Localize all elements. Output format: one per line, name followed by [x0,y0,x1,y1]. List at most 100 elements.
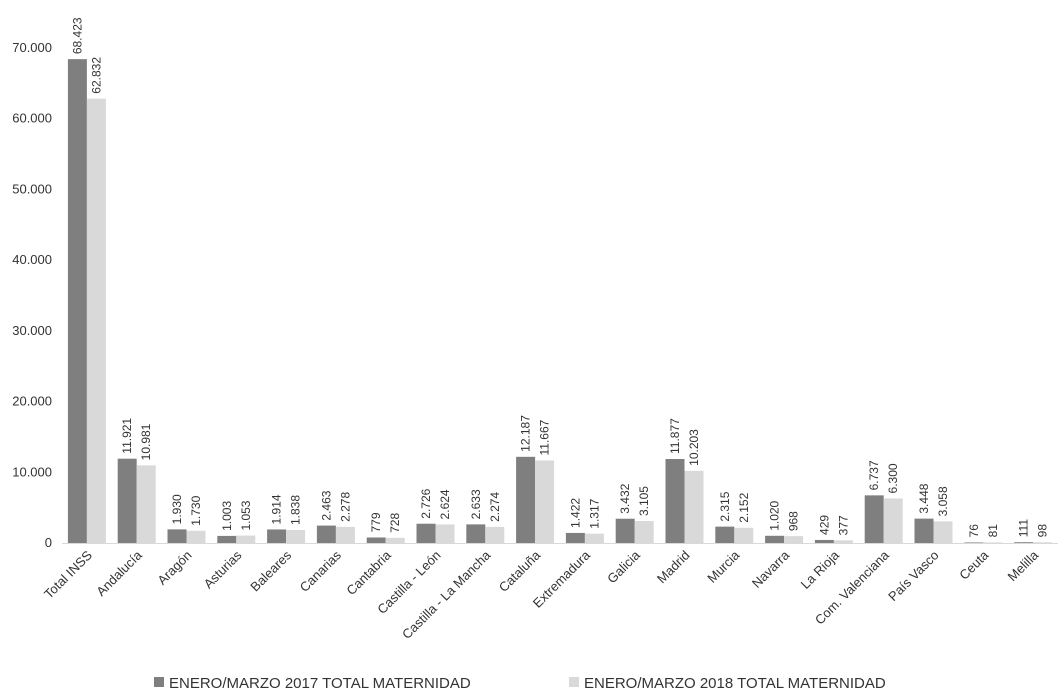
bar-series-2 [933,521,953,543]
bar-series-1 [466,524,486,543]
bar-series-2 [833,540,853,543]
y-tick-label: 10.000 [12,464,52,479]
data-label: 429 [817,515,831,535]
data-label: 1.730 [189,495,203,525]
bar-series-1 [715,526,735,543]
bar-series-2 [136,465,156,543]
bar-series-1 [665,459,685,543]
bar-series-2 [983,542,1003,544]
bar-series-2 [684,470,704,543]
data-label: 3.058 [936,486,950,516]
bar-series-1 [267,529,287,543]
data-label: 1.422 [568,498,582,528]
data-label: 111 [1017,519,1031,538]
data-label: 76 [967,524,981,538]
y-tick-label: 40.000 [12,252,52,267]
bar-series-1 [565,532,585,543]
data-label: 11.667 [538,419,552,455]
data-label: 3.448 [917,483,931,513]
bar-series-2 [634,521,654,543]
data-label: 2.726 [419,488,433,518]
bar-series-2 [584,533,604,543]
bar-series-1 [117,458,137,543]
x-tick-label: Aragón [154,548,194,588]
bar-series-1 [964,542,984,544]
data-label: 1.838 [289,495,303,525]
data-label: 6.300 [886,463,900,493]
bar-series-2 [1033,542,1053,544]
bar-series-1 [1014,542,1034,544]
bar-series-2 [385,537,405,543]
data-label: 1.053 [239,500,253,530]
x-tick-label: Baleares [247,547,294,594]
data-label: 1.317 [587,498,601,528]
data-label: 728 [388,513,402,533]
data-label: 2.463 [319,490,333,520]
bar-series-2 [485,526,505,543]
y-tick-label: 60.000 [12,111,52,126]
data-label: 2.315 [718,491,732,521]
data-label: 3.105 [637,486,651,516]
data-label: 1.003 [220,501,234,531]
data-label: 12.187 [519,415,533,452]
data-label: 1.930 [170,494,184,524]
x-tick-label: La Rioja [798,547,843,592]
x-tick-label: Melilla [1005,547,1042,584]
bar-series-2 [335,526,355,543]
bar-series-1 [814,539,834,543]
bar-series-2 [734,527,754,543]
y-tick-label: 50.000 [12,181,52,196]
y-tick-label: 30.000 [12,323,52,338]
x-tick-label: Navarra [749,547,793,591]
bar-series-1 [516,456,536,543]
bar-series-2 [186,530,206,543]
data-label: 2.152 [737,492,751,522]
bar-series-2 [535,460,555,543]
legend-swatch-2 [569,677,579,687]
data-label: 1.020 [768,500,782,530]
bar-series-2 [86,98,106,544]
bar-series-2 [784,536,804,543]
x-tick-label: Cataluña [496,547,544,595]
data-label: 2.274 [488,492,502,522]
bar-series-1 [765,535,785,543]
x-tick-label: País Vasco [885,548,941,604]
data-label: 968 [787,511,801,531]
data-label: 68.423 [70,17,84,54]
x-tick-label: Andalucía [93,547,145,599]
bar-series-1 [416,523,436,543]
x-tick-label: Galicia [604,547,643,586]
data-label: 2.633 [469,489,483,519]
x-tick-label: Castilla - La Mancha [399,547,494,642]
x-tick-label: Cantabria [343,547,394,598]
bar-series-1 [217,535,237,543]
x-tick-label: Madrid [654,548,693,587]
data-label: 3.432 [618,483,632,513]
data-label: 1.914 [270,494,284,524]
legend-label: ENERO/MARZO 2017 TOTAL MATERNIDAD [169,675,471,692]
data-label: 377 [836,515,850,535]
bar-series-2 [435,524,455,543]
bar-series-2 [286,530,306,543]
bar-series-2 [883,498,903,543]
x-tick-label: Canarias [297,547,345,595]
data-label: 11.921 [120,418,134,454]
x-tick-label: Total INSS [41,547,95,601]
bar-series-1 [167,529,187,543]
data-label: 2.624 [438,489,452,519]
bar-series-1 [67,59,87,543]
bar-series-1 [864,495,884,543]
data-label: 11.877 [668,418,682,454]
data-label: 779 [369,512,383,532]
y-tick-label: 0 [45,535,52,550]
bar-series-2 [236,535,256,543]
y-tick-label: 20.000 [12,394,52,409]
bar-series-1 [615,518,635,543]
data-label: 98 [1036,524,1050,538]
data-label: 10.981 [139,423,153,460]
x-tick-label: Asturias [201,547,245,591]
data-label: 2.278 [338,492,352,522]
bar-series-1 [914,518,934,543]
data-label: 81 [986,524,1000,538]
